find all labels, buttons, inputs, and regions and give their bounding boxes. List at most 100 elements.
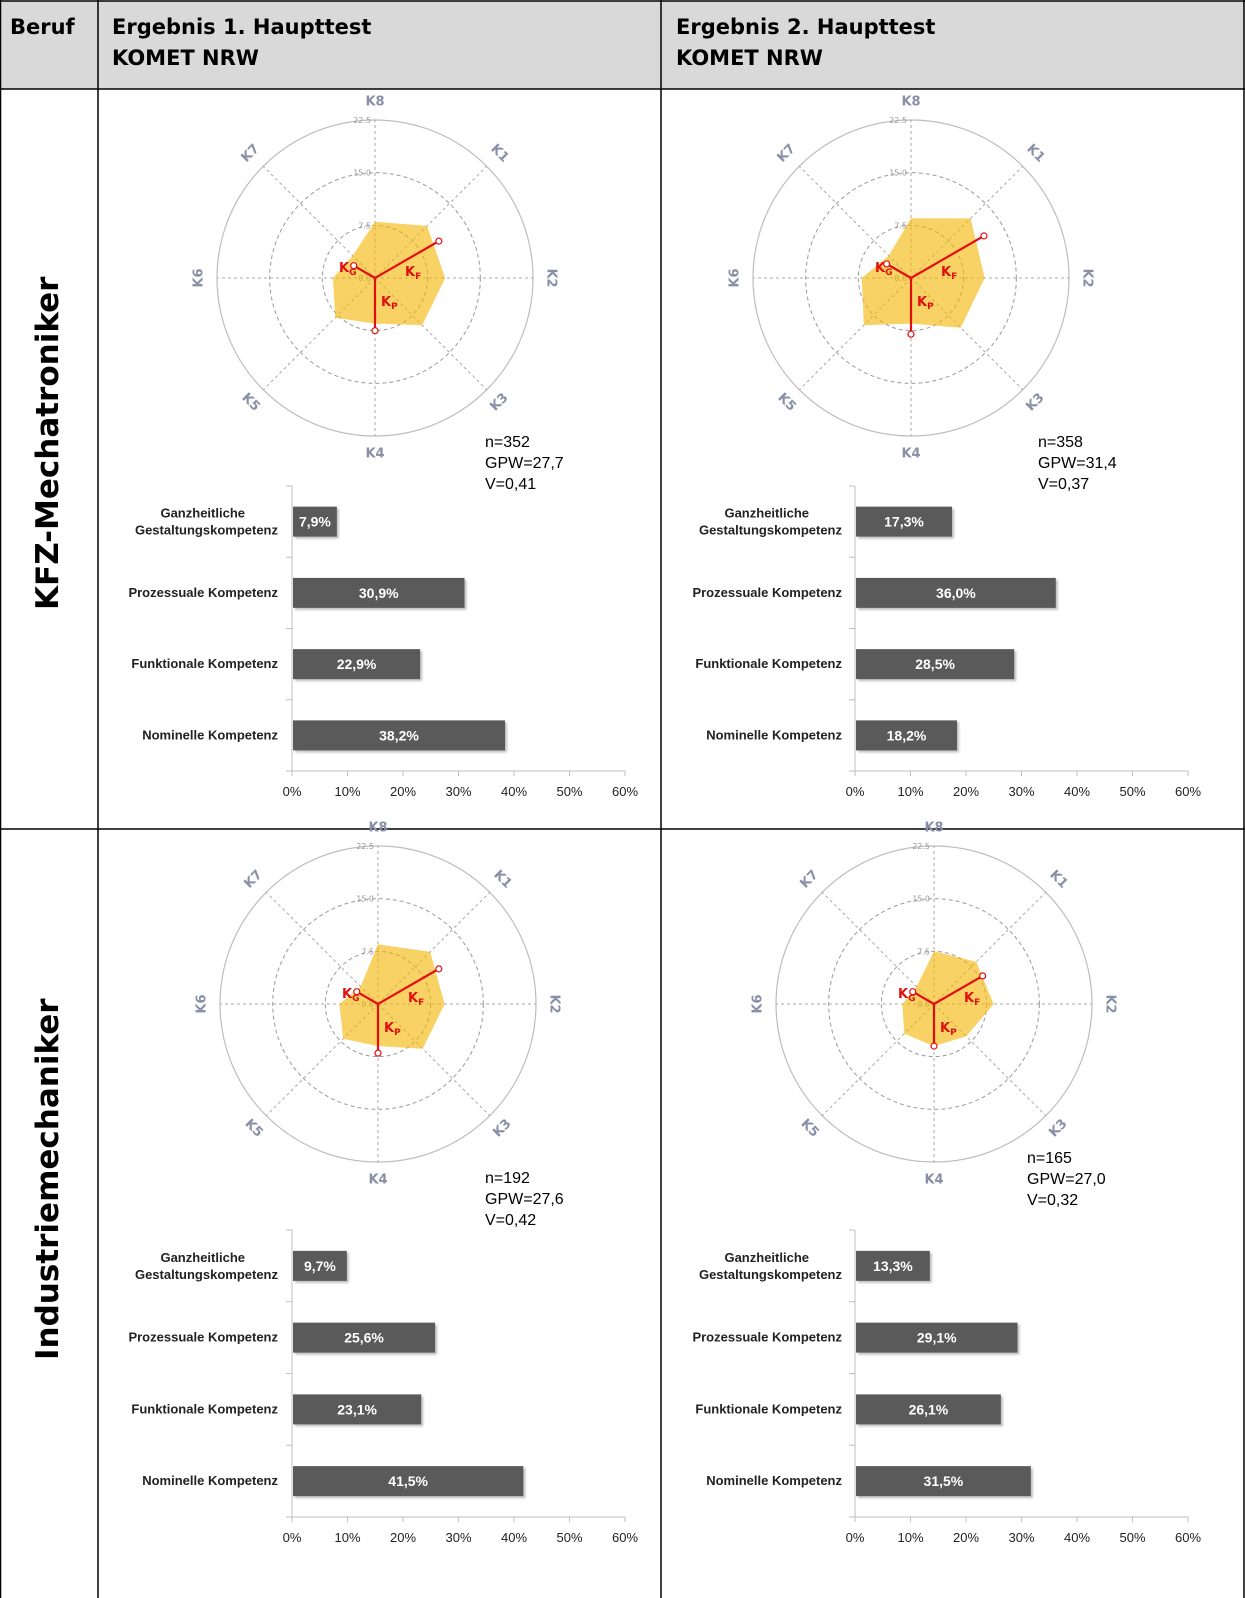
bar-category-label: Ganzheitliche Gestaltungskompetenz	[699, 506, 843, 538]
header-test-2-line1: Ergebnis 2. Haupttest	[676, 15, 936, 39]
stat-gpw: GPW=31,4	[1038, 455, 1117, 472]
radar-tick-label: 22.5	[912, 842, 930, 851]
bar-value-label: 30,9%	[359, 585, 399, 601]
competence-line-kf	[377, 967, 440, 1005]
stats-industrie-test2: n=165 GPW=27,0 V=0,32	[1027, 1148, 1106, 1211]
bar-x-tick-label: 60%	[1175, 784, 1201, 799]
radar-axis-label-k8: K8	[365, 95, 384, 110]
radar-axis-label-k4: K4	[368, 1173, 387, 1188]
radar-tick-label: 15.0	[889, 169, 907, 178]
stat-v: V=0,32	[1027, 1192, 1079, 1209]
bar-x-tick-label: 40%	[1064, 1530, 1090, 1545]
radar-tick-label: 15.0	[356, 895, 374, 904]
stat-gpw: GPW=27,6	[485, 1191, 564, 1208]
bar-x-tick-label: 20%	[390, 784, 416, 799]
bar-chart: 0% 10% 20% 30% 40% 50% 60% 9,7% Ganzheitliche Ges…	[128, 1229, 638, 1545]
bar	[856, 577, 1056, 608]
bar-x-tick-label: 10%	[334, 1530, 360, 1545]
competence-marker-kg	[350, 262, 358, 270]
radar-axis-label-k8: K8	[901, 95, 920, 110]
radar-axis-label-k6: K6	[195, 994, 210, 1013]
bar-category-label: Prozessuale Kompetenz	[692, 585, 842, 600]
radar-profile-area	[861, 218, 985, 328]
bar-x-tick-label: 0%	[846, 784, 865, 799]
competence-label-kg: KG	[898, 987, 915, 1004]
bar-x-tick-label: 60%	[612, 784, 638, 799]
bar-category-label: Nominelle Kompetenz	[142, 727, 278, 742]
bar	[856, 1322, 1018, 1353]
header-test-1: Ergebnis 1. Haupttest KOMET NRW	[112, 12, 371, 74]
bar-value-label: 36,0%	[936, 585, 976, 601]
bar-x-tick-label: 30%	[445, 1530, 471, 1545]
bar-value-label: 22,9%	[337, 656, 377, 672]
bar	[293, 720, 506, 751]
competence-marker-kp	[907, 330, 915, 338]
bar	[293, 506, 337, 537]
bar-category-label: Prozessuale Kompetenz	[128, 1330, 278, 1345]
header-test-1-line1: Ergebnis 1. Haupttest	[112, 15, 372, 39]
radar-ring	[272, 898, 484, 1110]
competence-line-kf	[933, 974, 984, 1005]
bar-x-tick-label: 20%	[953, 784, 979, 799]
bar-x-tick-label: 20%	[390, 1530, 416, 1545]
bar-chart: 0% 10% 20% 30% 40% 50% 60% 7,9% Ganzheitliche Ges…	[128, 485, 638, 799]
bar-value-label: 38,2%	[379, 727, 419, 743]
radar-axis-label-k2: K2	[547, 994, 562, 1013]
radar-tick-label: 7.5	[358, 221, 371, 230]
competence-label-kg: KG	[342, 987, 359, 1004]
radar-spoke	[821, 891, 935, 1005]
radar-tick-label: 22.5	[889, 116, 907, 125]
bar-value-label: 23,1%	[337, 1401, 377, 1417]
bar-category-label: Funktionale Kompetenz	[131, 656, 278, 671]
bar	[856, 1466, 1031, 1497]
stats-kfz-test1: n=352 GPW=27,7 V=0,41	[485, 432, 564, 495]
bar	[856, 720, 958, 751]
bar-x-tick-label: 60%	[612, 1530, 638, 1545]
competence-label-kp: KP	[384, 1021, 401, 1038]
radar-tick-label: 7.5	[894, 221, 907, 230]
competence-marker-kg	[883, 260, 891, 268]
competence-marker-kf	[980, 232, 988, 240]
radar-ring	[269, 172, 481, 384]
bar-x-tick-label: 0%	[283, 784, 302, 799]
stat-v: V=0,41	[485, 476, 537, 493]
competence-marker-kf	[979, 972, 987, 980]
competence-label-kp: KP	[917, 295, 934, 312]
radar-axis-label-k8: K8	[368, 821, 387, 836]
header-beruf: Beruf	[10, 15, 75, 39]
bar-value-label: 18,2%	[887, 727, 927, 743]
bar-x-tick-label: 50%	[556, 784, 582, 799]
competence-line-kg	[912, 990, 935, 1005]
bar	[293, 577, 465, 608]
bar-category-label: Ganzheitliche Gestaltungskompetenz	[135, 506, 279, 538]
radar-spoke	[265, 891, 379, 1005]
bar-category-label: Ganzheitliche Gestaltungskompetenz	[699, 1250, 843, 1282]
radar-ring	[805, 172, 1017, 384]
competence-line-kf	[374, 240, 440, 279]
stat-n: n=165	[1027, 1150, 1072, 1167]
radar-tick-label: 7.5	[361, 947, 374, 956]
bar	[293, 1394, 422, 1425]
bar-x-tick-label: 30%	[1008, 784, 1034, 799]
bar-category-label: Nominelle Kompetenz	[706, 1473, 842, 1488]
competence-label-kf: KF	[941, 265, 957, 282]
radar-tick-label: 22.5	[353, 116, 371, 125]
stat-v: V=0,37	[1038, 476, 1090, 493]
stat-n: n=358	[1038, 434, 1083, 451]
competence-marker-kg	[353, 988, 361, 996]
radar-tick-label: 22.5	[356, 842, 374, 851]
radar-tick-label: 15.0	[353, 169, 371, 178]
radar-axis-label-k4: K4	[901, 447, 920, 462]
bar-category-label: Funktionale Kompetenz	[695, 656, 842, 671]
competence-label-kf: KF	[405, 265, 421, 282]
radar-tick-label: 15.0	[912, 895, 930, 904]
bar-value-label: 17,3%	[884, 514, 924, 530]
radar-profile-area	[902, 951, 994, 1047]
bar-category-label: Funktionale Kompetenz	[695, 1401, 842, 1416]
competence-label-kp: KP	[940, 1021, 957, 1038]
bar-x-tick-label: 40%	[501, 1530, 527, 1545]
header-test-2-line2: KOMET NRW	[676, 46, 823, 70]
